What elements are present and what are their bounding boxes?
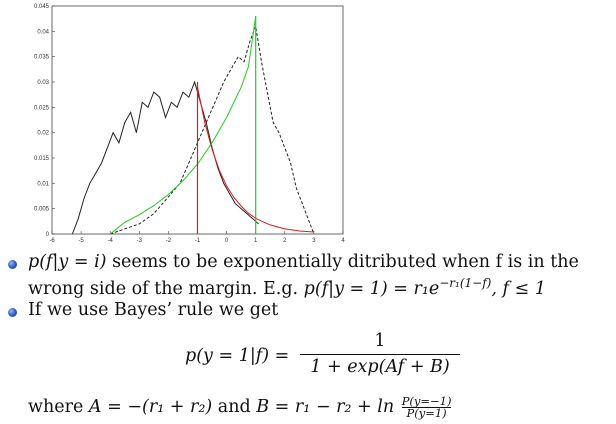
bullet1-line2: wrong side of the margin. E.g. p(f|y = 1… — [28, 276, 546, 299]
y-tick-label: 0.04 — [37, 29, 49, 35]
y-tick-label: 0.01 — [37, 181, 49, 187]
x-tick-label: -4 — [108, 238, 114, 244]
chart: -6 -5 -4 -3 -2 -1 0 1 2 3 4 0 0.005 0.01 0.015 0.02 0.02… — [34, 4, 345, 244]
y-tick-label: 0.02 — [37, 131, 49, 137]
x-tick-label: -6 — [49, 238, 55, 244]
x-tick-label: -3 — [137, 238, 143, 244]
series-line-3 — [109, 16, 257, 235]
x-tick-label: -5 — [78, 238, 84, 244]
formula-numerator: 1 — [374, 331, 386, 351]
series-group — [71, 16, 315, 235]
where-math-a: A = −(r₁ + r₂) — [88, 397, 213, 417]
ln-numerator: P(y=−1) — [401, 394, 452, 408]
ln-fraction: P(y=−1) P(y=1) — [401, 394, 452, 420]
bullet-icon — [8, 260, 17, 269]
formula-fraction: 1 1 + exp(Af + B) — [300, 330, 460, 378]
x-tick-label: -1 — [195, 238, 201, 244]
bullet1-line2-tail: , f ≤ 1 — [491, 279, 546, 299]
bayes-formula: p(y = 1|f) = 1 1 + exp(Af + B) — [185, 330, 485, 382]
x-tick-label: 4 — [341, 238, 345, 244]
bullet2-line: If we use Bayes’ rule we get — [28, 300, 278, 320]
ln-fraction-bar — [401, 407, 452, 408]
formula-lhs: p(y = 1|f) = — [185, 346, 290, 366]
bullet-icon — [8, 308, 17, 317]
bullet1-line2-exp: −r₁(1−f) — [439, 276, 492, 290]
where-line: where A = −(r₁ + r₂) and B = r₁ − r₂ + l… — [28, 394, 452, 420]
bullet1-line1: p(f|y = i) seems to be exponentially dit… — [28, 252, 579, 272]
bullet1-math: p(f|y = i) — [28, 252, 107, 272]
bullet1-text: seems to be exponentially ditributed whe… — [106, 252, 579, 272]
x-tick-label: -2 — [166, 238, 172, 244]
y-tick-label: 0.015 — [34, 156, 50, 162]
axis-ticks: -6 -5 -4 -3 -2 -1 0 1 2 3 4 0 0.005 0.01 0.015 0.02 0.02… — [34, 4, 345, 244]
ln-denominator: P(y=1) — [406, 406, 447, 420]
y-tick-label: 0.005 — [34, 207, 50, 213]
y-tick-label: 0.035 — [34, 55, 50, 61]
y-tick-label: 0.025 — [34, 105, 50, 111]
fraction-bar — [300, 354, 460, 355]
formula-denominator: 1 + exp(Af + B) — [310, 357, 450, 377]
where-math-b: B = r₁ − r₂ + ln — [256, 397, 395, 417]
bullet2-text: If we use Bayes’ rule we get — [28, 300, 279, 320]
where-text: where — [28, 397, 89, 417]
y-tick-label: 0.03 — [37, 80, 49, 86]
y-tick-label: 0.045 — [34, 4, 50, 10]
series-line-1 — [110, 24, 315, 235]
y-tick-label: 0 — [46, 232, 50, 238]
x-tick-label: 1 — [254, 238, 258, 244]
where-and: and — [212, 397, 257, 417]
x-tick-label: 2 — [283, 238, 287, 244]
x-tick-label: 0 — [225, 238, 229, 244]
bullet1-line2-text: wrong side of the margin. E.g. — [28, 279, 304, 299]
x-tick-label: 3 — [312, 238, 316, 244]
bullet1-line2-math: p(f|y = 1) = r₁e — [303, 279, 440, 299]
series-line-0 — [71, 80, 259, 235]
